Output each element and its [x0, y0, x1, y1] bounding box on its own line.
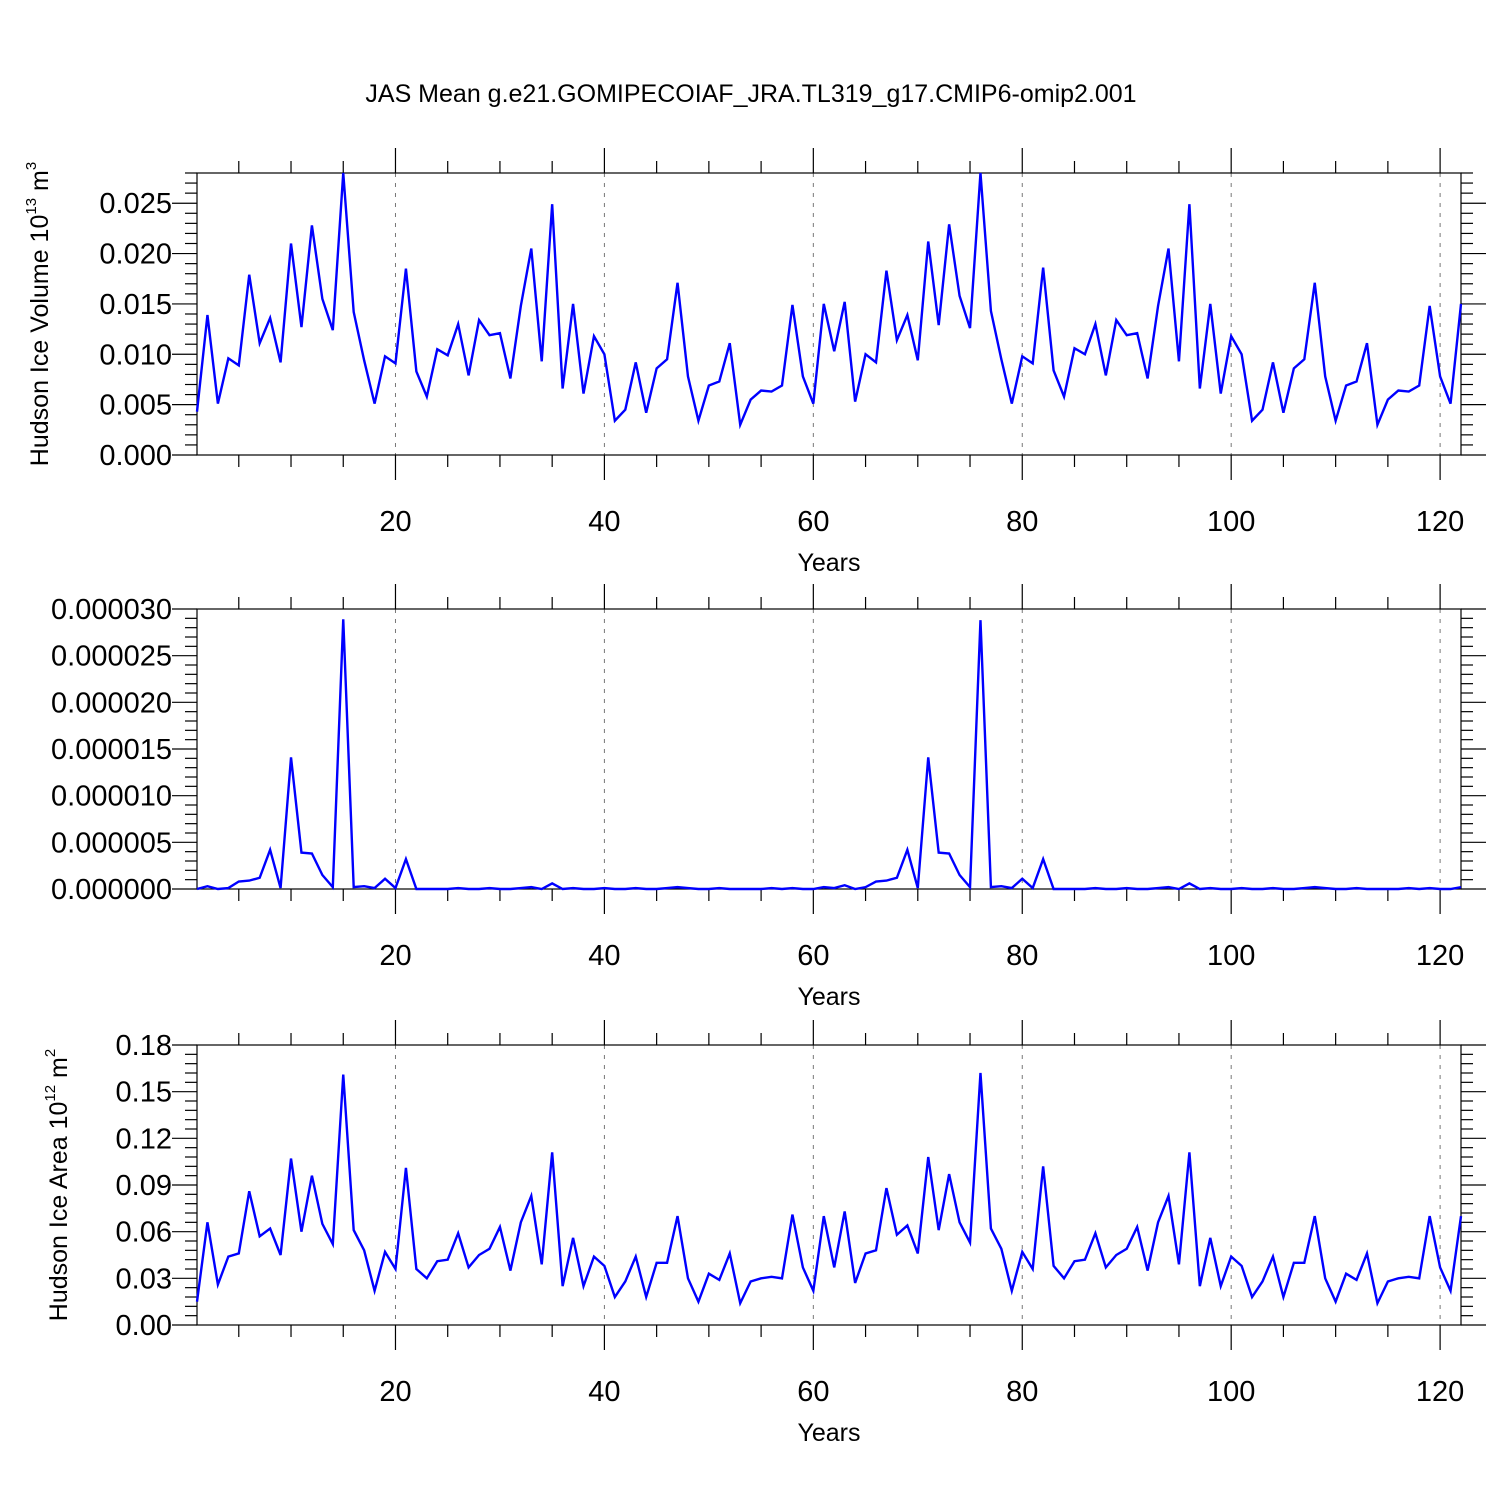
- x-tick-label: 80: [1006, 1376, 1038, 1408]
- y-axis-label-text: m: [45, 1057, 73, 1085]
- y-tick-label: 0.000015: [51, 734, 172, 766]
- panels-group: 20 40 60 80 100 120 0.000 0.005 0.010 0.015 0.020 0…: [23, 148, 1486, 1447]
- y-tick-label: 0.000: [99, 440, 172, 472]
- y-axis-label-text: Hudson Ice Area 10: [45, 1102, 73, 1322]
- y-tick-label: 0.020: [99, 239, 172, 271]
- y-tick-label: 0.09: [116, 1170, 172, 1202]
- chart-title: JAS Mean g.e21.GOMIPECOIAF_JRA.TL319_g17…: [365, 80, 1136, 108]
- x-tick-label: 80: [1006, 940, 1038, 972]
- x-axis-label: Years: [797, 983, 860, 1011]
- y-tick-label: 0.025: [99, 188, 172, 220]
- y-axis-label-superscript: 12: [42, 1085, 59, 1102]
- y-tick-label: 0.12: [116, 1123, 172, 1155]
- x-tick-label: 20: [379, 1376, 411, 1408]
- y-tick-label: 0.03: [116, 1263, 172, 1295]
- plot-frame: [196, 608, 1462, 890]
- x-tick-label: 60: [797, 940, 829, 972]
- x-tick-label: 40: [588, 940, 620, 972]
- y-tick-label: 0.015: [99, 289, 172, 321]
- panel-1: 20 40 60 80 100 120 0.000 0.005 0.010 0.015 0.020 0…: [23, 148, 1486, 577]
- y-tick-label: 0.000000: [51, 874, 172, 906]
- x-tick-label: 20: [379, 940, 411, 972]
- y-axis-label-superscript: 3: [23, 162, 40, 170]
- y-tick-label: 0.18: [116, 1030, 172, 1062]
- y-tick-label: 0.000020: [51, 687, 172, 719]
- x-tick-label: 60: [797, 1376, 829, 1408]
- x-tick-label: 20: [379, 506, 411, 538]
- x-tick-label: 40: [588, 506, 620, 538]
- y-tick-label: 0.000010: [51, 781, 172, 813]
- y-axis-label-superscript: 13: [23, 198, 40, 215]
- plot-frame: [196, 1044, 1462, 1326]
- y-tick-label: 0.000030: [51, 594, 172, 626]
- x-axis-label: Years: [797, 1419, 860, 1447]
- y-axis-label: Hudson Ice Volume 1013 m3: [23, 162, 53, 466]
- y-tick-label: 0.005: [99, 390, 172, 422]
- x-tick-label: 80: [1006, 506, 1038, 538]
- y-axis-label-text: Hudson Ice Volume 10: [26, 215, 54, 467]
- panel-3: 20 40 60 80 100 120 0.00 0.03 0.06 0.09 0.12 0.15 0.…: [42, 1020, 1486, 1447]
- x-axis-label: Years: [797, 549, 860, 577]
- y-axis-label: Hudson Ice Area 1012 m2: [42, 1049, 72, 1321]
- x-tick-label: 120: [1416, 506, 1464, 538]
- x-tick-label: 100: [1207, 940, 1255, 972]
- y-tick-label: 0.15: [116, 1077, 172, 1109]
- series-line: [195, 172, 1463, 430]
- y-tick-label: 0.000025: [51, 641, 172, 673]
- y-tick-label: 0.010: [99, 339, 172, 371]
- plot-frame: [196, 172, 1462, 456]
- series-line: [195, 1072, 1463, 1307]
- y-tick-label: 0.06: [116, 1217, 172, 1249]
- x-tick-label: 100: [1207, 506, 1255, 538]
- series-line: [196, 619, 1462, 891]
- y-tick-label: 0.000005: [51, 827, 172, 859]
- y-tick-label: 0.00: [116, 1310, 172, 1342]
- panel-2: 20 40 60 80 100 120 0.000000 0.000005 0.000010 0.…: [51, 584, 1486, 1011]
- x-tick-label: 60: [797, 506, 829, 538]
- x-tick-label: 100: [1207, 1376, 1255, 1408]
- y-axis-label-superscript: 2: [42, 1049, 59, 1057]
- x-tick-label: 120: [1416, 940, 1464, 972]
- y-axis-label-text: m: [26, 170, 54, 198]
- x-tick-label: 120: [1416, 1376, 1464, 1408]
- x-tick-label: 40: [588, 1376, 620, 1408]
